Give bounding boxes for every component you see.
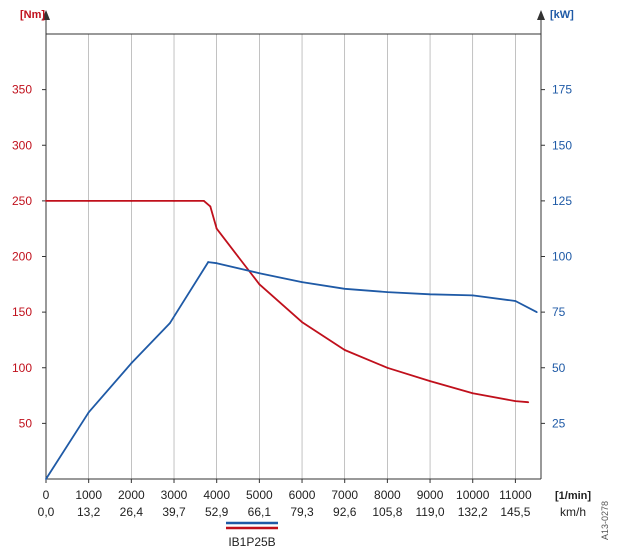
figure-code: A13-0278 [600,501,610,540]
torque-point [386,366,389,369]
torque-point [429,380,431,382]
power-point [215,262,218,265]
x-tick-label: 4000 [203,488,230,502]
y-left-tick-label: 200 [12,250,32,264]
legend-label: IB1P25B [228,535,275,549]
torque-point [237,255,239,258]
power-point [301,281,303,283]
speed-tick-label: 132,2 [458,505,488,519]
speed-tick-label: 92,6 [333,505,357,519]
x-tick-label: 5000 [246,488,273,502]
right-axis-arrow [537,10,545,20]
power-line [45,261,538,480]
torque-point [215,227,218,230]
y-left-unit: [Nm] [20,9,45,21]
speed-tick-label: 105,8 [372,505,402,519]
x-tick-label: 6000 [289,488,316,502]
torque-point [514,400,517,403]
torque-point [343,349,346,351]
x-tick-label: 8000 [374,488,401,502]
torque-point [527,401,530,404]
y-left-tick-label: 150 [12,305,32,319]
y-right-unit: [kW] [550,9,574,21]
speed-tick-label: 39,7 [162,505,186,519]
x-tick-label: 2000 [118,488,145,502]
torque-point [209,205,212,208]
y-left-tick-label: 350 [12,83,32,97]
power-point [87,411,90,414]
power-point [343,287,346,290]
torque-point [130,199,133,202]
x-tick-label: 9000 [417,488,444,502]
torque-point [301,321,303,324]
grid [42,34,545,483]
power-point [258,272,261,275]
speed-tick-label: 13,2 [77,505,101,519]
speed-tick-label: 119,0 [415,505,444,519]
y-right-tick-label: 150 [552,138,572,152]
y-left-tick-label: 50 [19,416,33,430]
y-right-tick-label: 175 [552,83,572,97]
x-tick-label: 11000 [499,488,532,502]
speed-tick-label: 52,9 [205,505,229,519]
x-tick-label: 7000 [331,488,358,502]
torque-point [87,199,90,202]
speed-unit: km/h [560,505,586,519]
speed-tick-label: 0,0 [38,505,55,519]
x-tick-label: 1000 [75,488,102,502]
torque-point [258,283,261,286]
power-point [168,322,171,325]
speed-tick-label: 26,4 [120,505,144,519]
axes [42,10,545,480]
speed-tick-label: 79,3 [290,505,314,519]
power-point [130,362,133,365]
y-right-tick-label: 125 [552,194,572,208]
power-point [535,311,538,314]
y-right-tick-label: 50 [552,361,566,375]
axis-labels: 0 0,0 1000 13,2 2000 26,4 3000 39,7 4000 52,9 5000… [12,83,572,519]
y-right-tick-label: 25 [552,416,566,430]
y-left-tick-label: 300 [12,138,32,152]
torque-point [471,392,474,395]
torque-point [173,199,175,202]
torque-point [45,199,47,202]
x-axis-unit: [1/min] [555,490,591,502]
power-point [429,293,431,296]
power-point [386,291,389,293]
x-tick-label: 10000 [456,488,490,502]
power-point [471,294,474,297]
torque-point [202,199,205,202]
power-point [45,478,47,480]
power-point [207,261,210,263]
series [45,199,538,480]
power-point [514,300,517,302]
y-right-tick-label: 100 [552,250,572,264]
x-tick-label: 3000 [161,488,188,502]
y-left-tick-label: 100 [12,361,32,375]
y-left-tick-label: 250 [12,194,32,208]
torque-line [46,199,529,404]
speed-tick-label: 66,1 [248,505,272,519]
left-axis-arrow [42,10,50,20]
y-right-tick-label: 75 [552,305,566,319]
legend: IB1P25B [226,521,278,549]
speed-tick-label: 145,5 [500,505,530,519]
x-tick-label: 0 [43,488,50,502]
